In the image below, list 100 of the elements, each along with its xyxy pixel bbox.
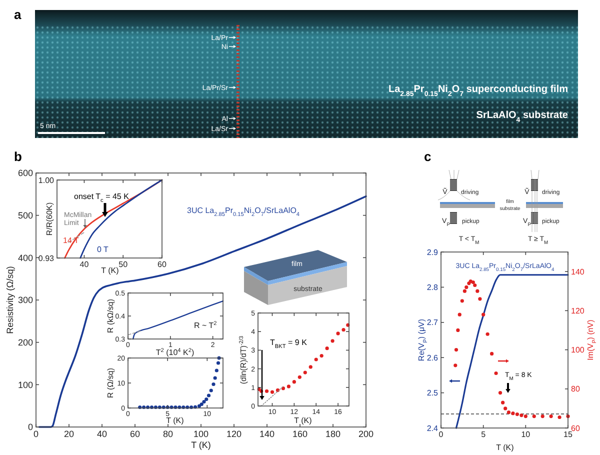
point [270,390,274,394]
text: c [424,149,432,164]
text: La$_{2.85}$Pr$_{0.15}$Ni$_{2}$O$_{7}$ superconducting film [388,84,568,98]
point [308,365,312,369]
y-tick-label: 400 [18,252,33,263]
point [540,414,544,418]
line-series [38,195,367,428]
point [494,371,498,376]
series-label: 0 T [97,245,109,254]
y-tick-label: 300 [18,295,33,306]
point [292,380,296,384]
point [501,400,505,404]
x-tick-label: 10 [521,430,531,439]
point [471,280,475,284]
x-tick-label: 20 [64,429,74,439]
point [325,346,329,350]
x-tick-label: 40 [96,429,108,439]
x-tick-label: 50 [118,260,128,269]
point [303,370,307,374]
line-series [64,179,163,259]
point [454,348,458,352]
point [460,299,464,303]
point [212,382,216,386]
point [206,394,211,398]
point [314,358,318,362]
point [482,312,486,316]
y-tick-label: 2.8 [426,283,439,292]
point [524,414,528,418]
point [486,332,490,336]
point [276,388,280,392]
point [320,354,324,358]
y-axis-title: Resistivity (Ω/sq) [5,266,15,334]
x-tick-label: 15 [564,430,573,439]
point [216,361,220,365]
line-series [132,300,224,340]
x-tick-label: 100 [193,429,209,439]
x-axis-title: T (K) [101,266,120,275]
point [342,328,346,332]
text: a [14,7,22,22]
point [473,283,477,288]
y-tick-label: 500 [18,210,33,220]
point [213,376,217,380]
x-tick-label: 160 [292,429,308,439]
point [498,391,502,395]
y-tick-label: 0.93 [38,254,55,263]
point [490,352,494,356]
y-tick-label: 2.6 [426,353,439,362]
annotation: R ~ T$^{2}$ [194,321,217,330]
y2-tick-label: 80 [571,384,580,394]
y-axis-title: R (kΩ/sq) [106,298,115,333]
y-tick-label: 600 [18,168,33,178]
point [558,415,562,420]
y-tick-label: 2.5 [426,388,439,398]
point [202,400,206,404]
point [478,297,482,301]
x-axis-title: T (K) [496,443,514,452]
point [456,328,460,332]
x-tick-label: 40 [80,260,90,269]
y-tick-label: 1.00 [38,176,55,185]
point [298,375,302,379]
point [200,402,204,406]
point [549,414,553,418]
y-axis-title: R (Ω/sq) [106,368,115,398]
text: b [14,149,22,164]
point [464,285,468,289]
x-axis-title: T (K) [166,416,184,425]
x-axis-title: T$^{2}$ (10$^{4}$ K$^{2}$) [156,348,194,357]
x-tick-label: 180 [325,429,341,439]
point [511,412,515,416]
x-tick-label: 140 [259,429,275,439]
line-series [455,274,569,429]
point [476,289,480,293]
point [204,397,208,402]
point [336,332,340,336]
annotation: onset T$_{c}$ = 45 K [74,192,130,204]
y2-tick-label: 140 [571,267,585,276]
point [532,414,536,418]
y-axis-title: R/R(60K) [45,202,54,236]
x-tick-label: 60 [130,429,140,439]
point [264,389,269,393]
y-tick-label: 2.9 [426,248,439,257]
x-tick-label: 200 [358,429,374,439]
x-tick-label: 120 [226,429,242,439]
point [454,364,458,368]
point [214,368,218,372]
point [506,410,511,414]
text: SrLaAlO$_{4}$ substrate [476,110,568,124]
x-tick-label: 60 [158,260,167,269]
y-tick-label: 2.4 [426,424,439,433]
x-tick-label: 5 [481,430,486,439]
y2-tick-label: 120 [571,306,585,316]
point [515,412,519,416]
point [209,388,213,392]
point [462,289,467,293]
point [458,312,462,316]
y-tick-label: 2.7 [426,318,439,328]
point [286,384,290,388]
x-tick-label: 80 [162,429,174,439]
y-tick-label: 100 [18,380,33,390]
point [504,406,508,410]
